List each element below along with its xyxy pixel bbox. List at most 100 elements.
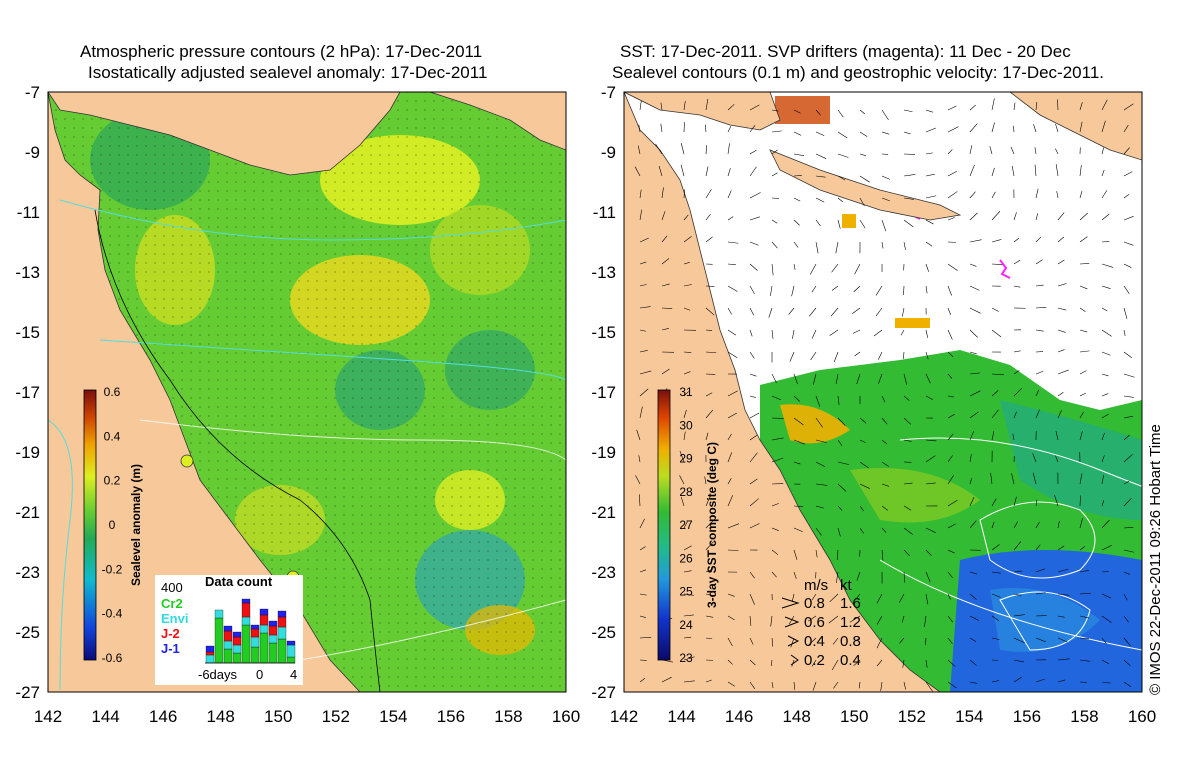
pressure-contour — [59, 199, 566, 241]
velocity-arrow — [947, 413, 955, 419]
velocity-arrow — [661, 283, 670, 287]
velocity-arrow — [875, 307, 883, 317]
velocity-arrow — [1123, 395, 1134, 398]
velocity-legend-arrow — [784, 616, 800, 628]
velocity-arrow — [749, 681, 756, 689]
velocity-arrow — [1057, 568, 1069, 573]
velocity-arrow — [1056, 191, 1059, 199]
velocity-arrow — [705, 593, 715, 597]
latitude-label: -27 — [591, 683, 616, 702]
velocity-arrow — [837, 505, 843, 511]
velocity-arrow — [947, 433, 954, 441]
velocity-arrow — [837, 483, 847, 492]
velocity-arrow — [855, 593, 861, 600]
velocity-arrow — [1011, 165, 1015, 177]
histogram-bar — [259, 614, 269, 626]
velocity-arrow — [969, 164, 975, 177]
velocity-arrow — [902, 659, 905, 668]
velocity-arrow — [831, 659, 839, 671]
pressure-contour — [139, 419, 566, 461]
velocity-arrow — [727, 637, 733, 647]
velocity-arrow — [1101, 351, 1111, 356]
velocity-arrow — [1101, 373, 1109, 377]
right-title-line1: SST: 17-Dec-2011. SVP drifters (magenta)… — [620, 42, 1071, 61]
shelf-contour — [94, 209, 381, 692]
velocity-arrow — [1013, 411, 1017, 419]
velocity-arrow — [947, 217, 955, 221]
velocity-arrow — [925, 373, 931, 384]
velocity-arrow — [1013, 212, 1017, 221]
velocity-arrow — [1057, 369, 1069, 375]
velocity-arrow — [1123, 263, 1132, 268]
velocity-arrow — [808, 637, 817, 646]
velocity-arrow — [969, 681, 978, 684]
velocity-arrow — [925, 455, 936, 463]
velocity-arrow — [947, 373, 953, 379]
velocity-arrow — [749, 615, 752, 626]
velocity-arrow — [771, 549, 779, 555]
longitude-label: 156 — [1013, 707, 1041, 726]
velocity-arrow — [771, 571, 777, 578]
velocity-arrow — [969, 285, 980, 291]
histogram-bar — [205, 654, 215, 664]
velocity-arrow — [771, 263, 774, 276]
velocity-arrow — [815, 505, 824, 509]
velocity-arrow — [683, 236, 692, 243]
velocity-arrow — [749, 216, 760, 221]
velocity-arrow — [1123, 659, 1131, 667]
velocity-arrow — [661, 307, 673, 309]
histogram-bar — [241, 624, 251, 664]
velocity-arrow — [947, 191, 958, 199]
longitude-label: 158 — [494, 707, 522, 726]
histogram-bar — [214, 609, 224, 619]
velocity-arrow — [1123, 103, 1134, 111]
velocity-arrow — [1035, 370, 1044, 375]
velocity-arrow — [661, 258, 670, 265]
velocity-arrow — [990, 472, 993, 485]
sst-cool-region — [990, 588, 1100, 652]
velocity-arrow — [749, 192, 761, 199]
velocity-arrow — [969, 520, 977, 529]
velocity-arrow — [749, 149, 757, 155]
velocity-arrow — [1035, 259, 1043, 265]
velocity-arrow — [1057, 520, 1060, 529]
velocity-arrow — [1035, 568, 1045, 573]
velocity-arrow — [727, 329, 737, 336]
velocity-arrow — [815, 175, 826, 178]
velocity-arrow — [947, 285, 952, 296]
velocity-legend-kt: 0.8 — [840, 633, 861, 650]
velocity-arrow — [1101, 615, 1112, 623]
velocity-arrow — [1035, 637, 1046, 643]
velocity-arrow — [969, 145, 973, 155]
velocity-arrow — [1123, 549, 1135, 553]
velocity-arrow — [705, 432, 709, 441]
data-count-title: Data count — [205, 574, 273, 589]
velocity-arrow — [639, 494, 641, 507]
velocity-arrow — [727, 681, 735, 687]
velocity-arrow — [1079, 659, 1091, 662]
velocity-arrow — [899, 637, 905, 644]
velocity-arrow — [881, 241, 884, 249]
velocity-arrow — [1101, 190, 1108, 199]
velocity-arrow — [680, 496, 685, 507]
velocity-arrow — [639, 306, 651, 309]
data-count-histogram — [205, 598, 296, 664]
histogram-xlabel-end: 4 — [290, 667, 297, 682]
velocity-arrow — [1123, 615, 1129, 623]
velocity-arrow — [881, 109, 889, 121]
velocity-arrow — [793, 175, 802, 177]
velocity-arrow — [1055, 123, 1059, 133]
velocity-arrow — [705, 98, 709, 111]
velocity-arrow — [639, 370, 652, 375]
velocity-arrow — [881, 483, 890, 487]
velocity-arrow — [1055, 430, 1059, 441]
velocity-arrow — [1013, 570, 1022, 573]
velocity-arrow — [859, 505, 864, 512]
velocity-arrow — [1123, 498, 1132, 507]
velocity-arrow — [925, 285, 928, 294]
velocity-arrow — [1055, 164, 1059, 177]
velocity-arrow — [1101, 169, 1105, 177]
velocity-arrow — [901, 615, 905, 623]
velocity-arrow — [947, 593, 951, 600]
australia-land — [624, 92, 941, 692]
